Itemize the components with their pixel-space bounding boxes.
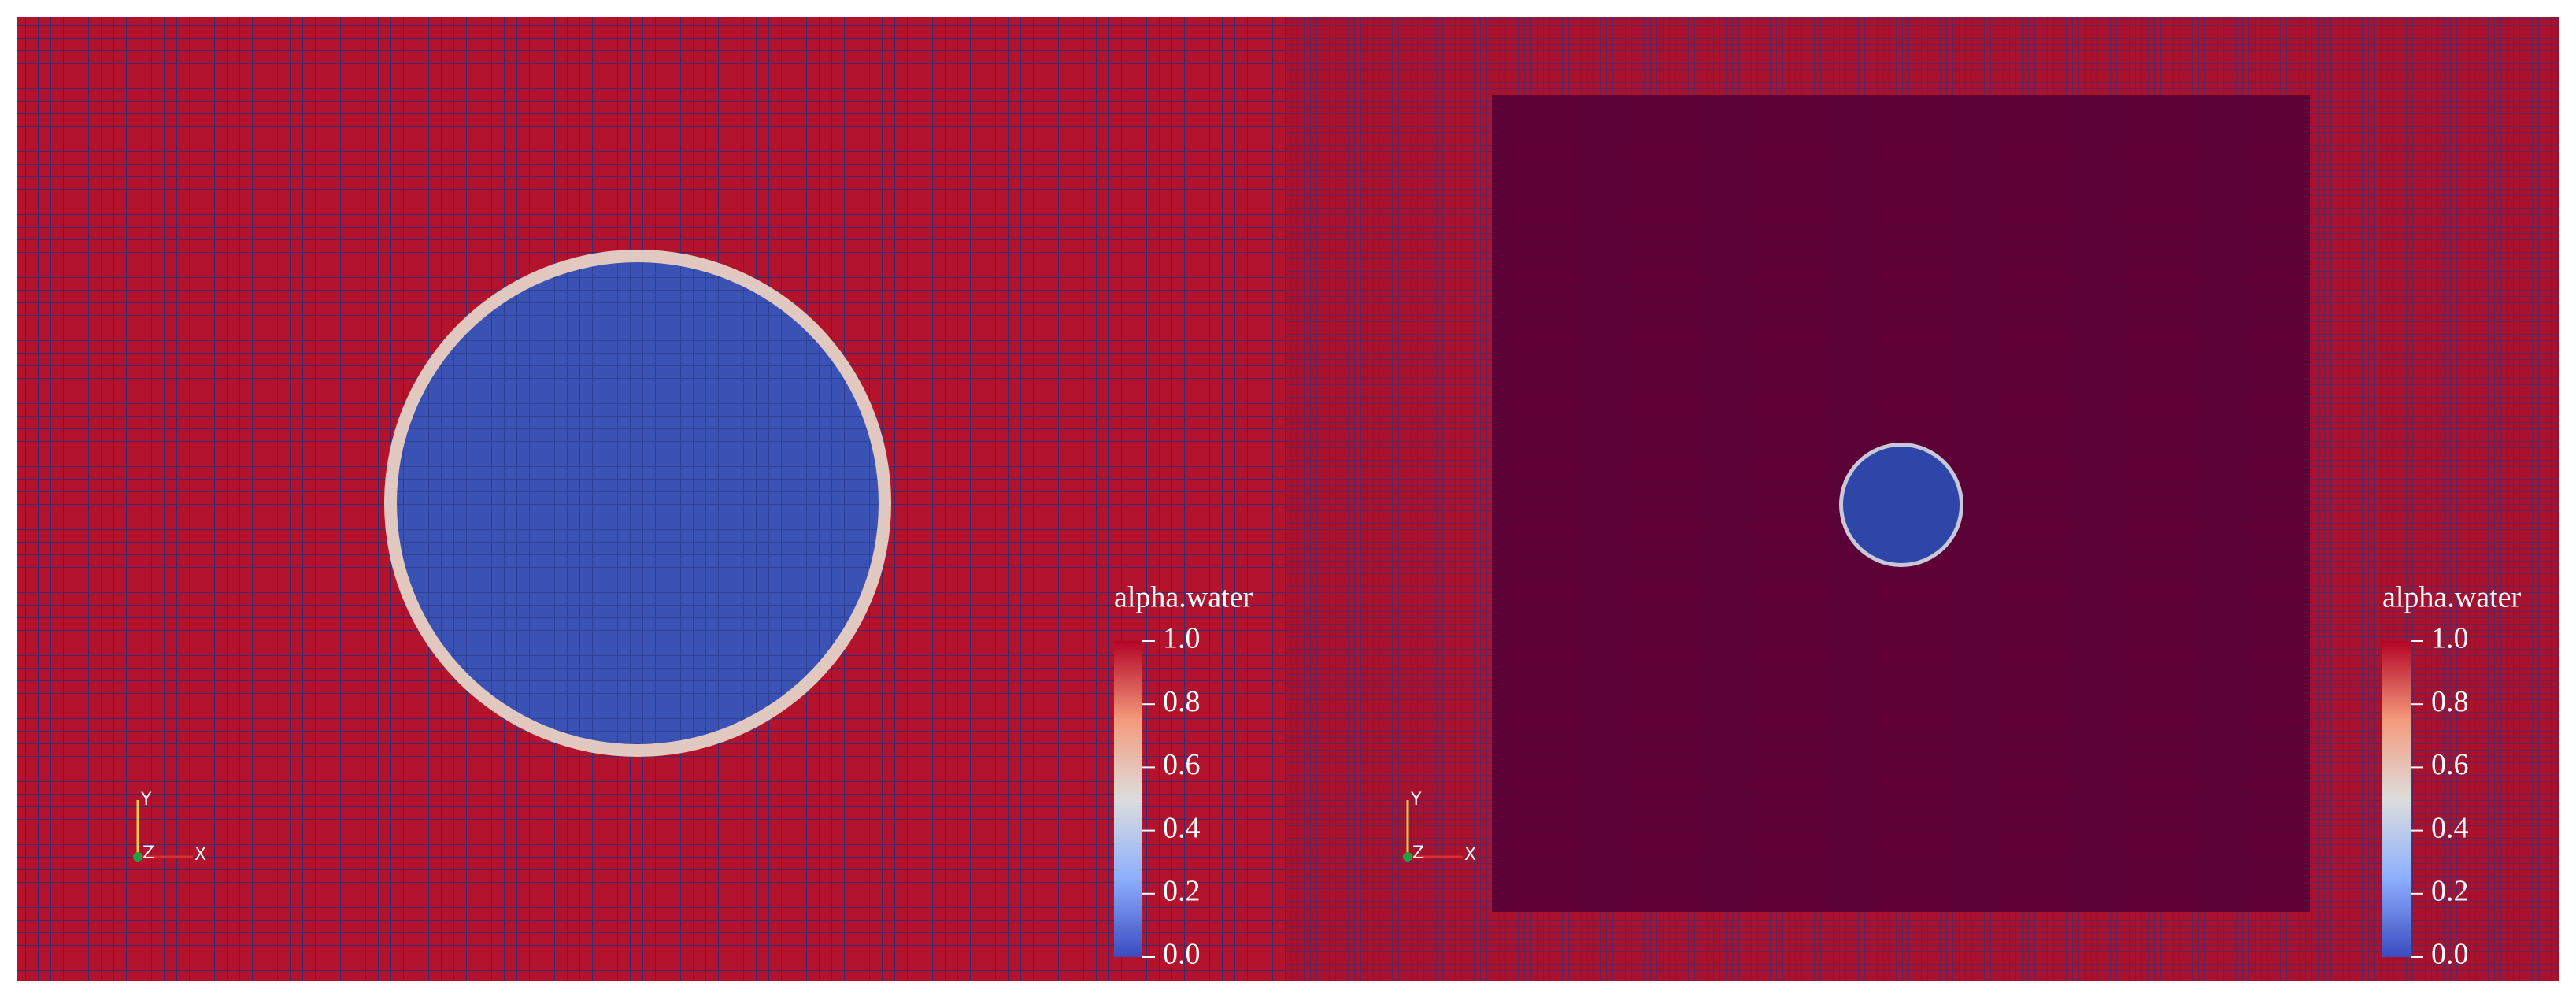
colorbar bbox=[1114, 641, 1142, 957]
overlay: alpha.water 1.0 0.8 0.6 0.4 0.2 0.0 Y Z Xalpha.wa… bbox=[133, 581, 2522, 971]
panel-right bbox=[1286, 17, 2559, 981]
axis-z bbox=[1403, 852, 1412, 862]
colorbar-tick-label: 0.0 bbox=[2431, 938, 2469, 971]
colorbar-tick-label: 0.6 bbox=[1163, 748, 1201, 781]
colorbar-tick-label: 0.4 bbox=[1163, 811, 1201, 844]
colorbar-tick-label: 0.8 bbox=[2431, 685, 2469, 718]
axis-label: X bbox=[194, 845, 206, 865]
axis-label: Y bbox=[1410, 790, 1422, 810]
colorbar-tick-label: 1.0 bbox=[1163, 622, 1201, 655]
colorbar-title: alpha.water bbox=[1114, 581, 1253, 614]
colorbar-tick-label: 0.6 bbox=[2431, 748, 2469, 781]
droplet bbox=[397, 262, 879, 744]
colorbar-tick-label: 0.2 bbox=[1163, 875, 1201, 908]
axis-label: X bbox=[1464, 845, 1476, 865]
panel-left bbox=[17, 17, 1286, 981]
colorbar bbox=[2382, 641, 2411, 957]
colorbar-tick-label: 0.8 bbox=[1163, 685, 1201, 718]
axis-z bbox=[133, 852, 142, 862]
droplet bbox=[1843, 447, 1960, 563]
colorbar-tick-label: 0.2 bbox=[2431, 875, 2469, 908]
axis-label: Z bbox=[1412, 843, 1424, 863]
colorbar-tick-label: 0.0 bbox=[1163, 938, 1201, 971]
colorbar-tick-label: 1.0 bbox=[2431, 622, 2469, 655]
colorbar-title: alpha.water bbox=[2382, 581, 2522, 614]
colorbar-tick-label: 0.4 bbox=[2431, 811, 2469, 844]
axis-label: Y bbox=[140, 790, 152, 810]
axis-label: Z bbox=[142, 843, 154, 863]
